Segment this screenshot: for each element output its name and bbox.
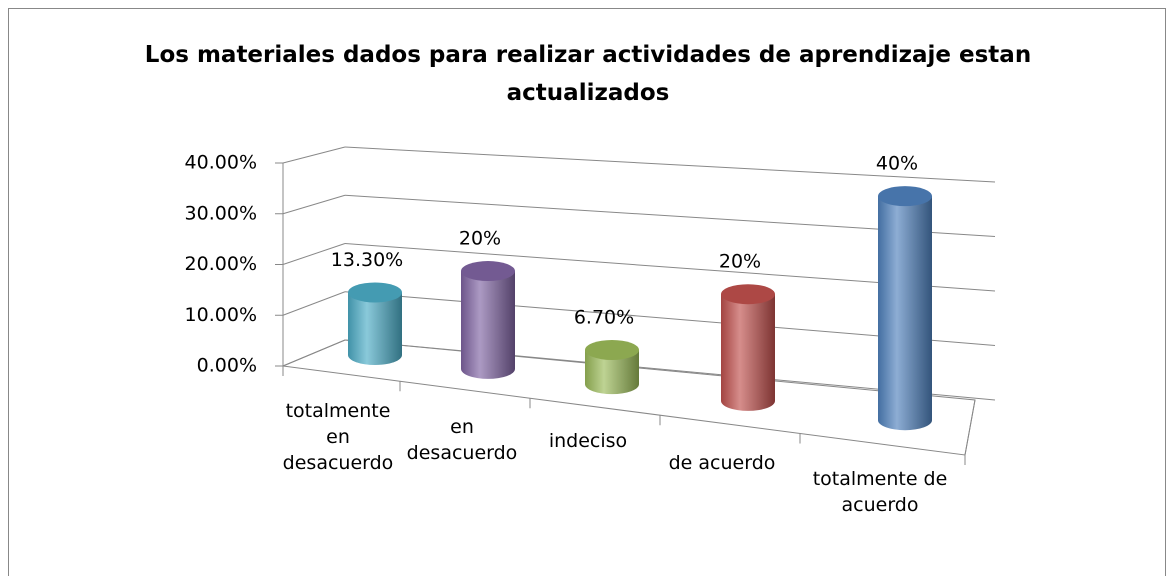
x-tick-label: de acuerdo: [668, 452, 776, 474]
y-tick-label: 20.00%: [185, 253, 257, 275]
right-edge: [964, 399, 976, 456]
grid-line: [344, 146, 996, 183]
data-label: 13.30%: [331, 249, 403, 271]
x-tick-label: en desacuerdo: [406, 416, 518, 464]
bar-top: [878, 186, 932, 207]
bar: [348, 292, 402, 365]
side-grid-line: [282, 243, 346, 265]
x-tick-label: indeciso: [548, 430, 628, 452]
side-grid-line: [282, 291, 346, 316]
data-label: 6.70%: [574, 306, 634, 328]
data-label: 20%: [459, 228, 501, 250]
y-tick-label: 0.00%: [197, 355, 257, 377]
side-grid-line: [282, 194, 346, 215]
bar-top: [585, 339, 639, 360]
x-tick-label: totalmente de acuerdo: [812, 468, 948, 516]
bar-top: [348, 282, 402, 303]
bar-top: [461, 261, 515, 282]
chart-title: Los materiales dados para realizar activ…: [144, 42, 1032, 106]
bar: [721, 294, 775, 411]
data-label: 40%: [876, 153, 918, 175]
y-tick-label: 10.00%: [185, 304, 257, 326]
bar-top: [721, 284, 775, 305]
y-tick-label: 30.00%: [185, 202, 257, 224]
side-grid-line: [282, 146, 346, 164]
bar: [585, 349, 639, 395]
x-tick-label: totalmente en desacuerdo: [282, 400, 394, 474]
y-tick-label: 40.00%: [185, 152, 257, 174]
side-grid-line: [282, 339, 346, 367]
data-label: 20%: [719, 251, 761, 273]
bar: [461, 271, 515, 379]
chart-frame: [8, 8, 1166, 576]
bar: [878, 196, 932, 431]
